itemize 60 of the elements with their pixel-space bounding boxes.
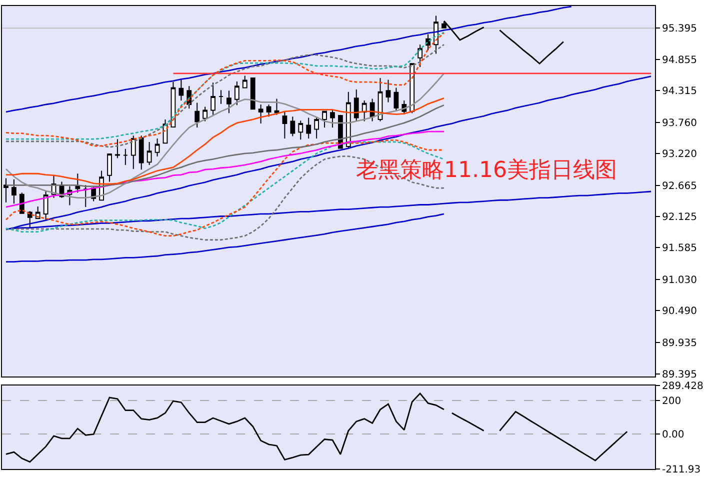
candlestick: [115, 138, 120, 159]
candlestick: [226, 90, 232, 114]
candlestick: [4, 178, 8, 203]
y-tick-label: 93.760: [662, 118, 697, 129]
candlestick: [218, 90, 224, 104]
y-tick-label: 89.935: [662, 338, 697, 350]
candlestick: [130, 135, 136, 170]
y-tick-label: 94.315: [662, 86, 697, 97]
y-tick-label: -211.93: [662, 464, 701, 476]
line-series: [5, 72, 445, 199]
y-tick-label: 91.585: [662, 243, 697, 254]
candlestick: [202, 106, 208, 122]
candlestick: [43, 190, 48, 220]
line-series: [5, 392, 445, 463]
y-tick-label: 89.395: [662, 369, 697, 380]
candlestick: [322, 110, 327, 128]
candlestick: [250, 78, 256, 110]
line-series: [5, 213, 445, 262]
candlestick: [290, 116, 296, 137]
y-tick-label: 95.395: [662, 24, 697, 35]
y-tick-label: 90.490: [662, 306, 697, 318]
candlestick: [27, 210, 32, 228]
candlestick: [154, 138, 160, 157]
candlestick: [146, 141, 152, 166]
candlestick: [75, 173, 80, 194]
candlestick: [194, 102, 200, 128]
candlestick: [362, 100, 367, 122]
candlestick: [314, 116, 320, 139]
candlestick: [266, 104, 272, 118]
y-tick-label: 0.00: [662, 429, 684, 440]
candlestick: [394, 87, 399, 112]
text: 老黑策略11.16美指日线图: [356, 158, 617, 183]
candlestick: [306, 117, 312, 139]
y-tick-label: 94.855: [662, 54, 697, 66]
line-series: [5, 6, 572, 113]
candlestick: [242, 75, 248, 88]
y-tick-label: 93.220: [662, 148, 697, 160]
line-series: [5, 130, 445, 208]
candlestick: [274, 98, 280, 116]
line-series: [5, 156, 445, 241]
candlestick: [386, 79, 391, 103]
candlestick: [210, 82, 216, 116]
y-tick-label: 91.030: [662, 275, 697, 286]
candlestick: [234, 80, 240, 106]
y-tick-label: 289.428: [662, 381, 704, 392]
candlestick: [107, 154, 112, 182]
y-tick-label: 200: [662, 396, 682, 408]
candlestick: [11, 178, 16, 204]
candlestick: [330, 109, 335, 128]
candlestick: [138, 135, 144, 170]
candlestick: [122, 148, 128, 166]
candlestick: [83, 184, 88, 208]
candlestick: [258, 104, 264, 124]
candlestick: [354, 89, 359, 122]
y-tick-label: 92.665: [662, 180, 697, 192]
candlestick: [298, 120, 304, 140]
candlestick: [282, 110, 288, 139]
y-tick-label: 92.125: [662, 212, 697, 224]
candlestick: [178, 79, 184, 101]
candlestick: [418, 44, 423, 68]
